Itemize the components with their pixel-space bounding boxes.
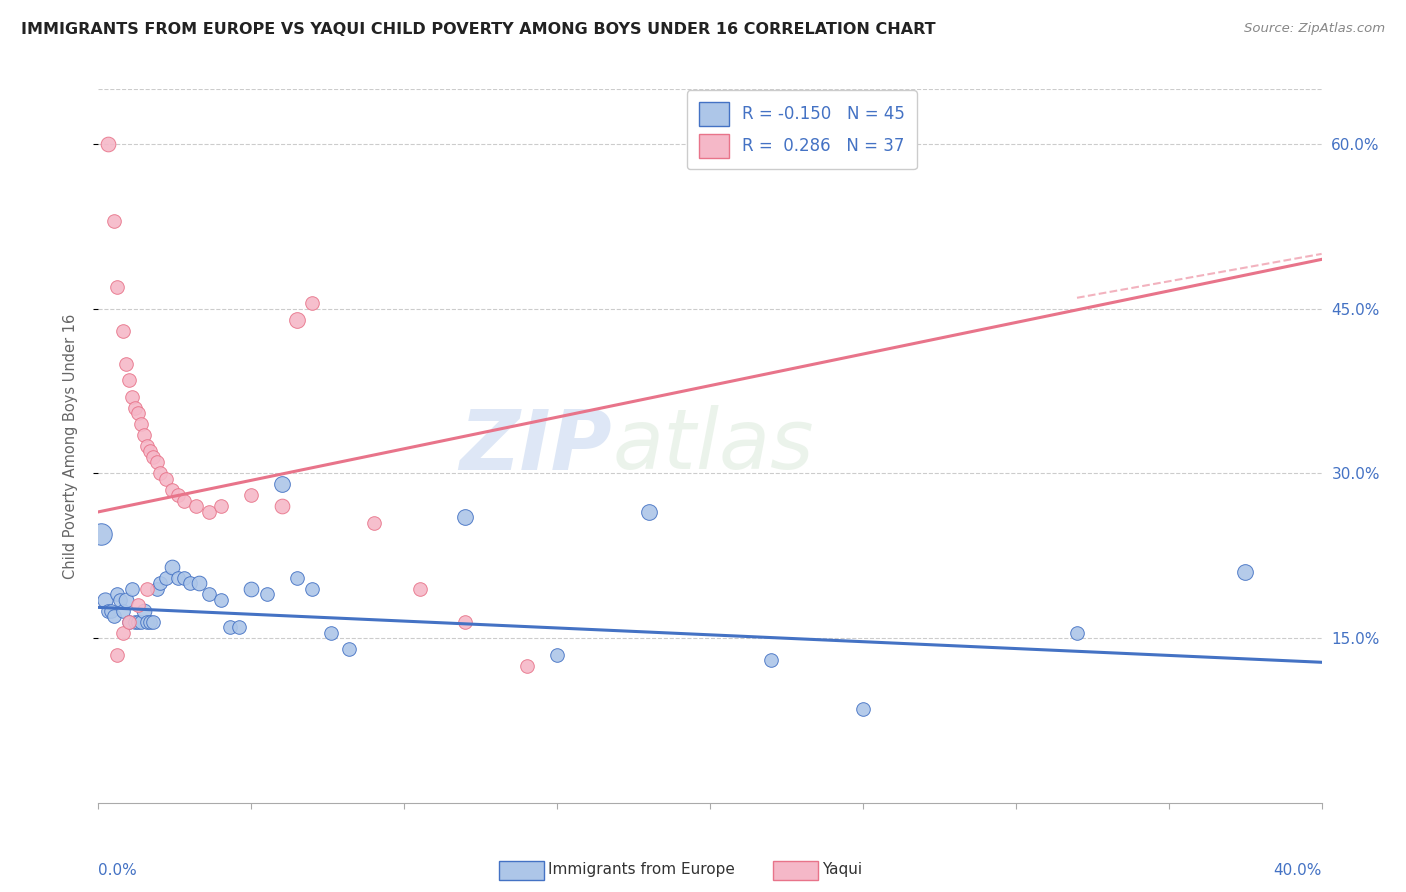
Point (301, 582, 323, 596)
Point (160, 483, 183, 497)
Point (270, 500, 292, 514)
Text: ZIP: ZIP (460, 406, 612, 486)
Point (127, 615, 149, 629)
Point (127, 406, 149, 420)
Point (124, 615, 146, 629)
Point (105, 280, 128, 294)
Point (136, 439, 159, 453)
Point (115, 592, 138, 607)
Point (145, 582, 167, 596)
Point (97, 604, 120, 618)
Point (111, 625, 134, 640)
Point (363, 516, 385, 530)
Legend: R = -0.150   N = 45, R =  0.286   N = 37: R = -0.150 N = 45, R = 0.286 N = 37 (688, 90, 917, 169)
Point (129, 615, 152, 629)
Point (97, 137, 120, 152)
Y-axis label: Child Poverty Among Boys Under 16: Child Poverty Among Boys Under 16 (63, 313, 77, 579)
Point (179, 576, 201, 591)
Point (129, 417, 152, 431)
Point (118, 615, 141, 629)
Point (155, 571, 177, 585)
Point (240, 582, 263, 596)
Point (167, 488, 190, 502)
Point (111, 324, 134, 338)
Point (145, 455, 167, 469)
Point (759, 653, 782, 667)
Point (118, 615, 141, 629)
Text: Yaqui: Yaqui (823, 863, 863, 877)
Point (301, 296, 323, 310)
Point (121, 390, 143, 404)
Text: 40.0%: 40.0% (1274, 863, 1322, 879)
Point (337, 642, 360, 657)
Point (105, 648, 128, 662)
Point (103, 214, 125, 228)
Point (149, 467, 172, 481)
Point (256, 587, 278, 601)
Point (127, 598, 149, 612)
Point (118, 373, 141, 387)
Point (115, 357, 138, 371)
Point (105, 587, 128, 601)
Point (454, 615, 477, 629)
Text: atlas: atlas (612, 406, 814, 486)
Point (188, 576, 211, 591)
Point (637, 505, 661, 519)
Point (454, 510, 477, 524)
Point (167, 571, 190, 585)
Text: Source: ZipAtlas.com: Source: ZipAtlas.com (1244, 22, 1385, 36)
Point (219, 620, 242, 634)
Point (155, 472, 177, 486)
Point (160, 559, 183, 574)
Point (134, 428, 156, 442)
Point (285, 312, 308, 326)
Point (186, 500, 208, 514)
Point (142, 615, 165, 629)
Point (108, 592, 131, 607)
Point (240, 488, 263, 502)
Point (173, 571, 195, 585)
Text: Immigrants from Europe: Immigrants from Europe (548, 863, 735, 877)
Point (139, 444, 162, 458)
Point (173, 494, 195, 508)
Point (100, 604, 122, 618)
Point (516, 658, 538, 673)
Text: IMMIGRANTS FROM EUROPE VS YAQUI CHILD POVERTY AMONG BOYS UNDER 16 CORRELATION CH: IMMIGRANTS FROM EUROPE VS YAQUI CHILD PO… (21, 22, 936, 37)
Point (1066, 625, 1088, 640)
Point (197, 505, 219, 519)
Text: 0.0%: 0.0% (98, 863, 138, 879)
Point (124, 401, 146, 415)
Point (93, 592, 115, 607)
Point (228, 620, 250, 634)
Point (852, 702, 875, 716)
Point (90, 526, 112, 541)
Point (270, 477, 292, 491)
Point (136, 582, 159, 596)
Point (546, 648, 568, 662)
Point (197, 587, 219, 601)
Point (142, 450, 165, 464)
Point (408, 582, 430, 596)
Point (103, 609, 125, 624)
Point (134, 604, 156, 618)
Point (121, 582, 143, 596)
Point (209, 592, 232, 607)
Point (139, 615, 162, 629)
Point (285, 571, 308, 585)
Point (111, 604, 134, 618)
Point (149, 576, 172, 591)
Point (319, 625, 342, 640)
Point (136, 615, 159, 629)
Point (209, 500, 232, 514)
Point (1234, 566, 1257, 580)
